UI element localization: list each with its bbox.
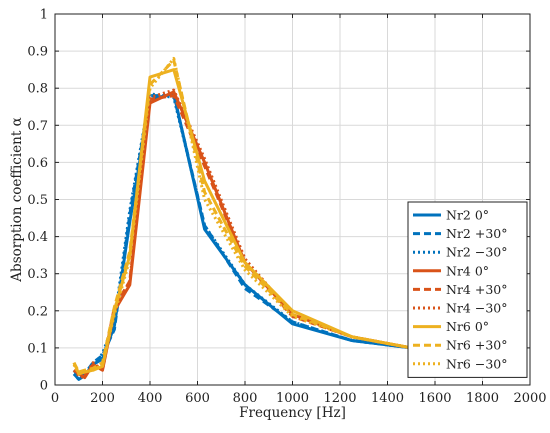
x-axis-label: Frequency [Hz] — [239, 405, 346, 421]
y-tick-label: 0.9 — [27, 45, 48, 60]
x-tick-label: 1600 — [418, 391, 451, 406]
y-tick-label: 0.1 — [27, 341, 48, 356]
x-tick-label: 0 — [51, 391, 59, 406]
y-tick-label: 0.6 — [27, 156, 48, 171]
legend-label: Nr4 −30° — [446, 301, 507, 316]
x-tick-label: 1200 — [323, 391, 356, 406]
y-tick-label: 0.5 — [27, 193, 48, 208]
x-tick-label: 1000 — [276, 391, 309, 406]
legend-label: Nr2 −30° — [446, 245, 507, 260]
series-line-8 — [72, 57, 412, 376]
x-tick-label: 1800 — [466, 391, 499, 406]
y-axis-label: Absorption coefficient α — [9, 117, 25, 282]
y-tick-label: 1 — [40, 8, 48, 23]
y-tick-label: 0.2 — [27, 304, 48, 319]
x-tick-label: 600 — [185, 391, 210, 406]
x-tick-label: 2000 — [513, 391, 546, 406]
legend-label: Nr6 +30° — [446, 338, 507, 353]
y-tick-label: 0.4 — [27, 230, 48, 245]
y-tick-label: 0.8 — [27, 82, 48, 97]
y-tick-label: 0.3 — [27, 267, 48, 282]
y-tick-label: 0.7 — [27, 119, 48, 134]
legend: Nr2 0° Nr2 +30° Nr2 −30° Nr4 0° Nr4 +30° Nr4 … — [407, 201, 528, 378]
x-tick-label: 400 — [138, 391, 163, 406]
y-tick-label: 0 — [40, 379, 48, 394]
x-tick-label: 200 — [90, 391, 115, 406]
x-tick-label: 1400 — [371, 391, 404, 406]
axis-ticks: 0 200 400 600 800 1000 1200 1400 1600 1800 2000 0 0.… — [27, 8, 546, 407]
legend-label: Nr6 −30° — [446, 356, 507, 371]
x-tick-label: 800 — [233, 391, 258, 406]
series-lines — [72, 57, 412, 381]
legend-label: Nr4 +30° — [446, 282, 507, 297]
legend-label: Nr6 0° — [446, 319, 489, 334]
legend-label: Nr4 0° — [446, 263, 489, 278]
legend-label: Nr2 +30° — [446, 226, 507, 241]
legend-label: Nr2 0° — [446, 208, 489, 223]
